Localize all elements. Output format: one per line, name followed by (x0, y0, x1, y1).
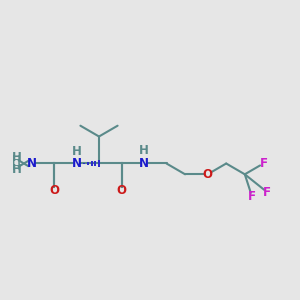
Text: N: N (139, 157, 149, 170)
Text: O: O (49, 184, 59, 197)
Text: F: F (260, 157, 267, 170)
Text: O: O (116, 184, 127, 197)
Text: H: H (12, 154, 21, 167)
Text: F: F (263, 186, 271, 199)
Text: N: N (26, 157, 37, 170)
Text: N: N (71, 157, 82, 170)
Text: F: F (248, 190, 256, 203)
Text: H: H (139, 143, 149, 157)
Text: H: H (12, 151, 21, 164)
Text: H: H (72, 145, 81, 158)
Text: O: O (202, 168, 213, 181)
Text: H: H (12, 160, 21, 173)
Text: H: H (12, 163, 21, 176)
